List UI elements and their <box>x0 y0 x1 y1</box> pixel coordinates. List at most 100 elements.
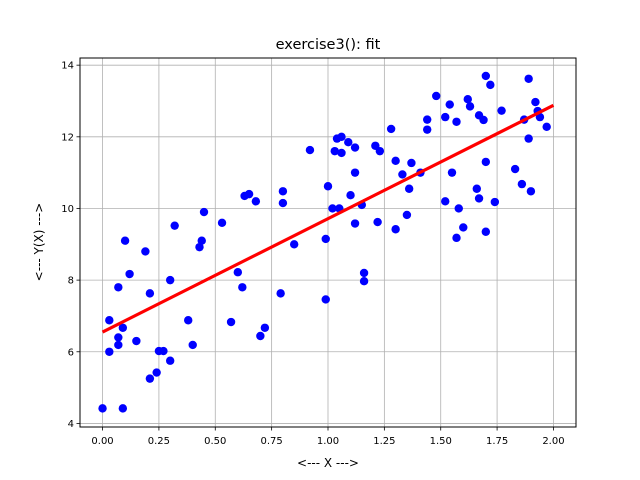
data-point <box>445 100 454 109</box>
data-point <box>289 240 299 249</box>
x-tick-label: 1.00 <box>317 436 339 447</box>
x-tick-label: 0.50 <box>204 436 226 447</box>
data-point <box>510 164 520 174</box>
data-point <box>114 283 123 292</box>
data-point <box>118 404 128 413</box>
data-point <box>375 146 385 156</box>
data-point <box>276 289 285 298</box>
data-point <box>452 233 461 243</box>
data-point <box>346 191 355 200</box>
data-point <box>233 268 243 277</box>
data-point <box>359 276 369 286</box>
data-point <box>386 124 396 134</box>
x-tick-label: 0.00 <box>91 436 113 447</box>
data-point <box>479 115 488 125</box>
chart-title: exercise3(): fit <box>276 37 381 53</box>
data-point <box>474 194 484 203</box>
data-point <box>278 187 288 196</box>
data-point <box>278 198 288 208</box>
data-point <box>98 404 107 413</box>
data-point <box>105 347 114 356</box>
data-point <box>391 225 400 234</box>
data-point <box>535 112 545 122</box>
data-point <box>452 117 461 126</box>
data-point <box>226 317 236 327</box>
data-point <box>170 221 179 230</box>
y-tick-label: 10 <box>61 204 74 215</box>
data-point <box>486 80 495 90</box>
data-point <box>391 156 400 166</box>
data-point <box>321 234 330 244</box>
data-point <box>165 275 175 285</box>
data-point <box>337 148 346 158</box>
data-point <box>145 289 155 298</box>
data-point <box>481 157 491 167</box>
data-point <box>199 207 209 217</box>
data-point <box>350 168 360 177</box>
data-point <box>524 134 533 143</box>
data-point <box>141 247 150 256</box>
data-point <box>152 368 161 377</box>
data-point <box>481 71 491 81</box>
data-point <box>256 331 265 341</box>
data-point <box>517 179 527 189</box>
data-point <box>328 204 337 213</box>
data-point <box>188 340 197 350</box>
data-point <box>481 227 491 236</box>
y-tick-label: 14 <box>61 61 74 72</box>
data-point <box>472 184 481 193</box>
fit-line <box>101 103 555 334</box>
data-point <box>251 197 261 206</box>
data-point <box>217 218 227 227</box>
data-point <box>423 115 432 124</box>
data-point <box>454 204 463 213</box>
data-point <box>238 283 247 292</box>
x-tick-label: 1.50 <box>430 436 452 447</box>
x-tick-label: 1.25 <box>373 436 395 447</box>
data-point <box>447 168 457 177</box>
data-point <box>197 236 206 245</box>
data-point <box>526 187 536 196</box>
data-point <box>184 316 193 325</box>
data-point <box>459 223 468 232</box>
data-point <box>105 316 114 325</box>
data-point <box>524 74 533 83</box>
data-point <box>463 94 472 104</box>
data-point <box>165 356 175 365</box>
y-tick-label: 4 <box>68 419 74 430</box>
data-point <box>145 374 155 383</box>
data-point <box>321 295 330 304</box>
data-point <box>159 346 168 356</box>
data-point <box>114 333 123 342</box>
data-point <box>195 242 204 252</box>
data-point <box>441 112 450 122</box>
data-point <box>465 102 475 111</box>
data-point <box>350 219 360 228</box>
x-axis-ticks: 0.00 0.25 0.50 0.75 1.00 1.25 1.50 1.75 2.00 <box>91 427 565 447</box>
data-point <box>497 106 506 115</box>
y-axis-ticks: 4 6 8 10 12 14 <box>61 61 80 430</box>
data-point <box>118 323 128 332</box>
x-tick-label: 2.00 <box>542 436 564 447</box>
data-point <box>120 236 130 245</box>
data-point <box>398 170 407 179</box>
data-point <box>404 184 414 193</box>
data-point <box>373 217 382 227</box>
data-point <box>114 340 123 350</box>
data-point <box>350 143 360 152</box>
data-point <box>132 336 141 346</box>
x-axis-label: <--- X ---> <box>297 456 359 470</box>
data-point <box>125 269 134 279</box>
data-point <box>323 182 333 191</box>
data-point <box>432 91 441 101</box>
data-point <box>423 125 432 134</box>
data-point <box>531 97 540 107</box>
data-point <box>407 158 416 168</box>
data-point <box>244 189 254 199</box>
data-point <box>359 268 369 278</box>
x-tick-label: 0.25 <box>148 436 170 447</box>
data-point <box>490 197 500 207</box>
data-point <box>337 132 346 142</box>
